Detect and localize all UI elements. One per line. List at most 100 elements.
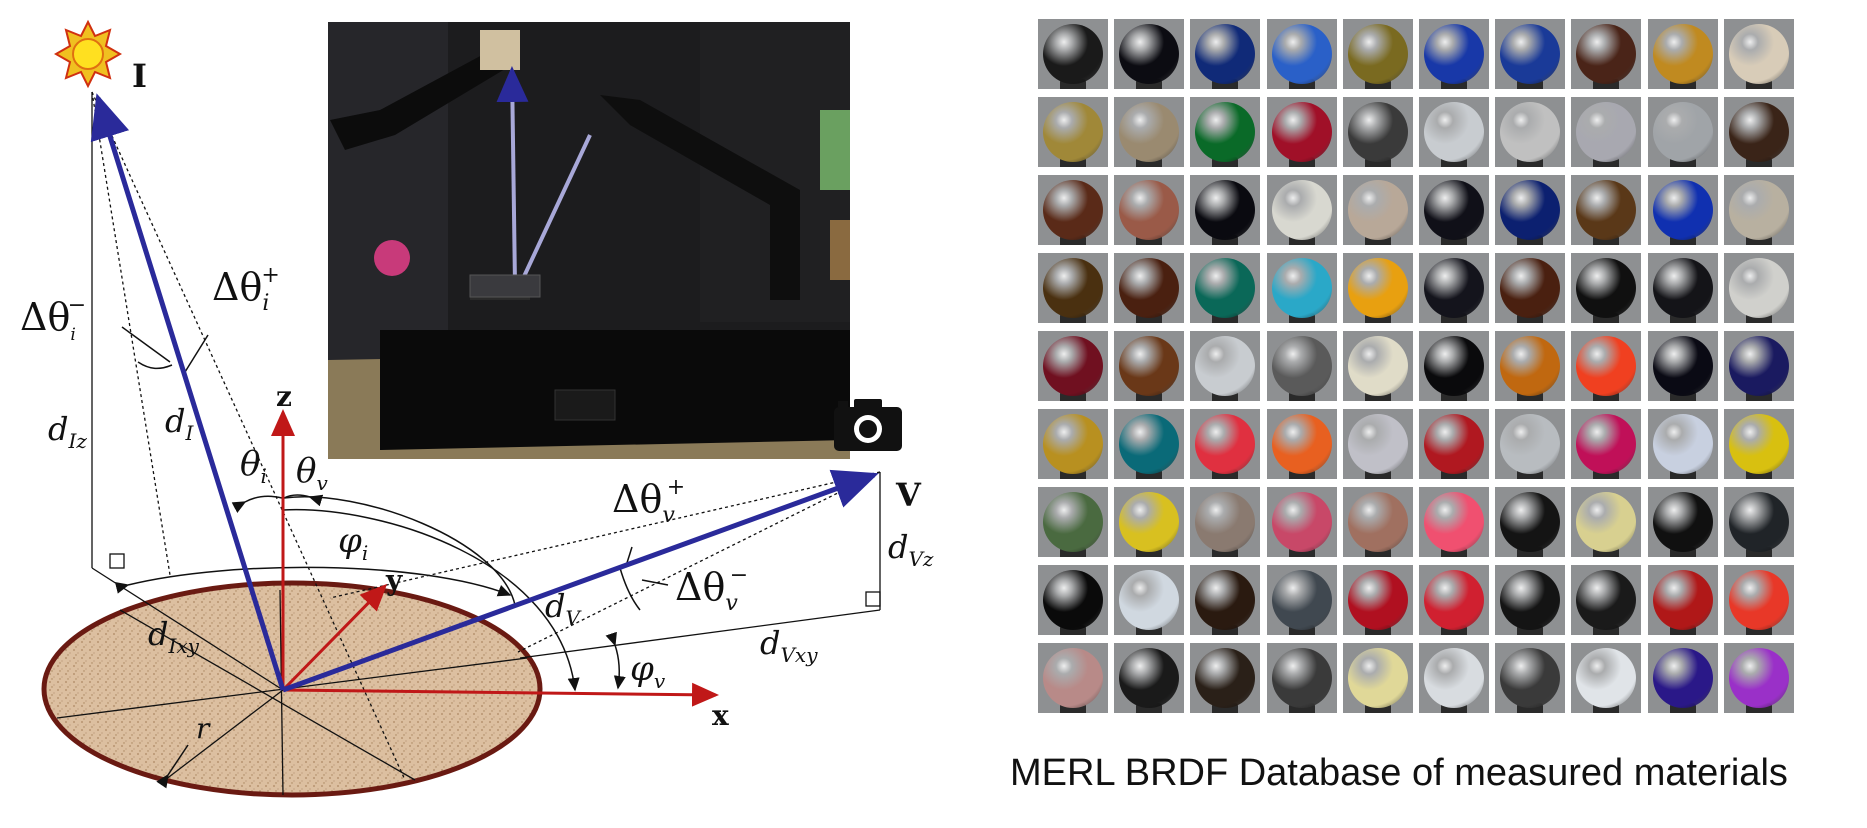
sphere-ball (1424, 258, 1484, 318)
material-sphere (1266, 409, 1337, 479)
material-sphere (1190, 643, 1261, 713)
sphere-stand (1212, 391, 1239, 401)
sphere-ball (1652, 336, 1713, 396)
sphere-ball (1576, 180, 1637, 240)
material-sphere (1495, 97, 1566, 167)
sphere-ball (1271, 24, 1332, 84)
material-sphere (1342, 331, 1413, 401)
sphere-stand (1593, 157, 1620, 167)
sphere-stand (1593, 235, 1620, 245)
sphere-ball (1195, 102, 1256, 162)
sphere-stand (1364, 235, 1391, 245)
sphere-stand (1212, 469, 1239, 479)
sphere-stand (1517, 391, 1544, 401)
sphere-stand (1441, 625, 1467, 635)
material-sphere (1571, 331, 1642, 401)
material-sphere (1038, 331, 1108, 401)
material-sphere (1723, 19, 1794, 89)
sphere-stand (1136, 703, 1163, 713)
sphere-ball (1271, 336, 1332, 396)
sphere-stand (1669, 703, 1696, 713)
material-sphere (1419, 175, 1489, 245)
sphere-stand (1288, 391, 1315, 401)
material-sphere (1647, 175, 1718, 245)
sphere-stand (1136, 79, 1163, 89)
sphere-stand (1212, 157, 1239, 167)
sphere-ball (1043, 492, 1103, 552)
material-sphere (1342, 643, 1413, 713)
material-sphere (1114, 409, 1185, 479)
viewer-label: V (895, 476, 922, 514)
material-sphere (1342, 253, 1413, 323)
sphere-ball (1195, 570, 1256, 630)
sphere-stand (1593, 469, 1620, 479)
sphere-ball (1119, 570, 1180, 630)
sphere-ball (1043, 570, 1103, 630)
material-sphere (1038, 19, 1108, 89)
sphere-ball (1119, 414, 1180, 474)
sphere-ball (1043, 180, 1103, 240)
sphere-ball (1347, 648, 1408, 708)
delta-theta-i-plus-label: Δθi+ (212, 263, 280, 316)
sphere-ball (1500, 414, 1561, 474)
material-sphere (1647, 97, 1718, 167)
sphere-stand (1364, 625, 1391, 635)
material-sphere (1266, 253, 1337, 323)
sphere-ball (1424, 102, 1484, 162)
sphere-ball (1424, 24, 1484, 84)
sphere-stand (1745, 79, 1772, 89)
delta-theta-i-minus-label: Δθi− (20, 293, 86, 345)
material-sphere (1419, 565, 1489, 635)
material-sphere (1114, 643, 1185, 713)
material-sphere (1723, 409, 1794, 479)
sphere-ball (1424, 180, 1484, 240)
d-i-label: dI (165, 402, 194, 445)
sphere-stand (1060, 79, 1086, 89)
d-iz-label: dIz (48, 410, 87, 453)
material-sphere (1038, 565, 1108, 635)
sphere-stand (1517, 469, 1544, 479)
sphere-stand (1364, 469, 1391, 479)
material-sphere (1266, 19, 1337, 89)
sphere-ball (1347, 24, 1408, 84)
sphere-stand (1745, 157, 1772, 167)
sphere-stand (1669, 79, 1696, 89)
material-sphere (1038, 97, 1108, 167)
sphere-stand (1212, 235, 1239, 245)
sphere-ball (1347, 570, 1408, 630)
material-sphere (1114, 487, 1185, 557)
sphere-stand (1136, 235, 1163, 245)
material-sphere (1419, 409, 1489, 479)
sphere-stand (1212, 313, 1239, 323)
material-sphere (1647, 253, 1718, 323)
sphere-stand (1212, 703, 1239, 713)
sphere-stand (1364, 391, 1391, 401)
sphere-stand (1136, 547, 1163, 557)
sphere-stand (1288, 313, 1315, 323)
material-sphere (1114, 565, 1185, 635)
sphere-ball (1652, 24, 1713, 84)
sphere-ball (1652, 570, 1713, 630)
material-sphere (1419, 643, 1489, 713)
sphere-stand (1517, 235, 1544, 245)
sphere-stand (1745, 235, 1772, 245)
sphere-ball (1728, 570, 1789, 630)
sphere-stand (1288, 469, 1315, 479)
material-sphere (1571, 175, 1642, 245)
sphere-ball (1500, 570, 1561, 630)
radius-label: r (196, 712, 211, 745)
material-sphere (1723, 97, 1794, 167)
sphere-ball (1652, 102, 1713, 162)
sphere-stand (1288, 547, 1315, 557)
camera-icon (834, 399, 902, 451)
material-sphere (1723, 487, 1794, 557)
sphere-ball (1043, 414, 1103, 474)
sphere-ball (1119, 258, 1180, 318)
sphere-stand (1060, 703, 1086, 713)
axis-x-label: x (712, 699, 729, 732)
d-ixy-label: dIxy (148, 615, 200, 658)
sphere-ball (1424, 414, 1484, 474)
sphere-stand (1441, 313, 1467, 323)
sphere-ball (1119, 24, 1180, 84)
sphere-stand (1060, 157, 1086, 167)
